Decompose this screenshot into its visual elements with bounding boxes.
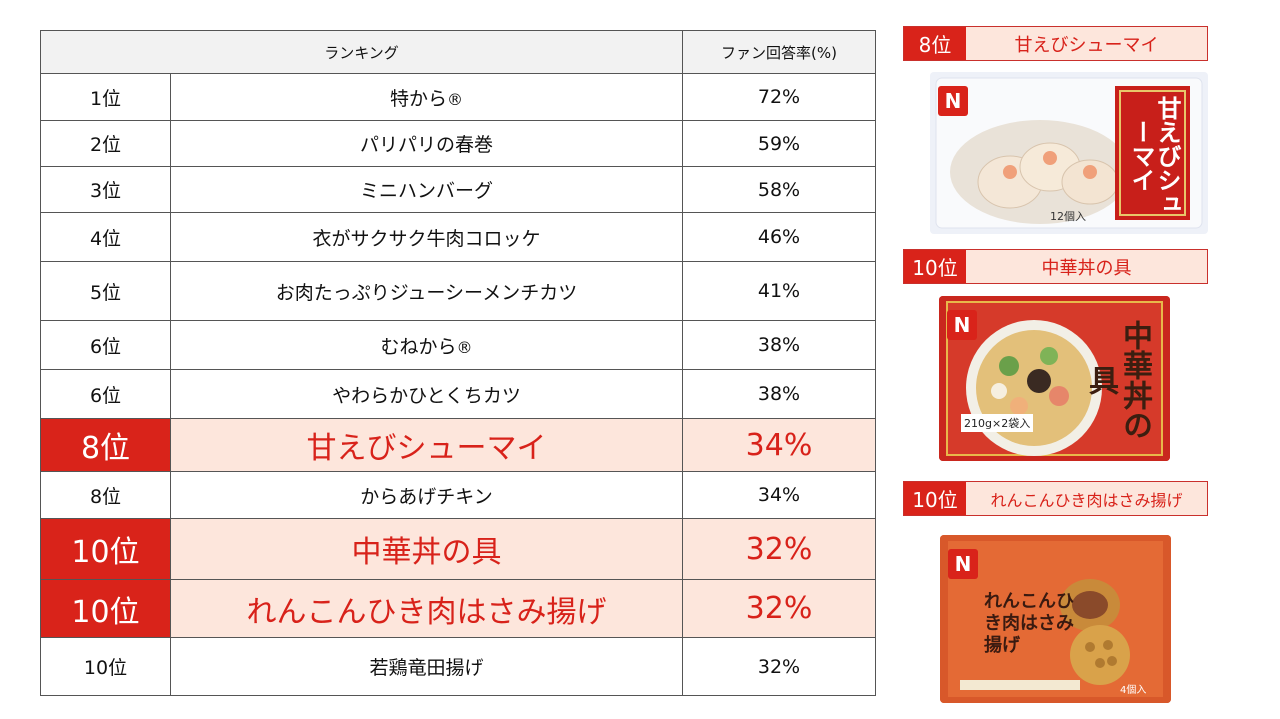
product-name: 特から bbox=[389, 87, 447, 110]
product-name-cell: 衣がサクサク牛肉コロッケ bbox=[170, 212, 683, 262]
table-row-highlighted: 10位 れんこんひき肉はさみ揚げ 32% bbox=[40, 579, 876, 638]
chukadon-package-art bbox=[939, 296, 1170, 461]
rate-cell: 46% bbox=[682, 212, 876, 262]
ranking-table: ランキング ファン回答率(%) 1位 特から® 72% 2位 パリパリの春巻 5… bbox=[40, 30, 876, 696]
package-image-renkon: N れんこんひき肉はさみ揚げ 4個入 bbox=[940, 535, 1171, 703]
rank-cell: 2位 bbox=[40, 120, 171, 167]
table-row: 2位 パリパリの春巻 59% bbox=[40, 120, 876, 167]
product-name-cell: やわらかひとくちカツ bbox=[170, 369, 683, 419]
rank-cell: 10位 bbox=[40, 579, 171, 638]
chukadon-package-weight: 210g×2袋入 bbox=[961, 414, 1034, 432]
product-name-cell: むねから® bbox=[170, 320, 683, 370]
rank-cell: 8位 bbox=[40, 471, 171, 519]
product-name-cell: 中華丼の具 bbox=[170, 518, 683, 580]
product-name-cell: れんこんひき肉はさみ揚げ bbox=[170, 579, 683, 638]
table-header-row: ランキング ファン回答率(%) bbox=[40, 30, 876, 74]
shumai-package-title: 甘えびシューマイ bbox=[1127, 96, 1181, 216]
side-product-name: 甘えびシューマイ bbox=[966, 27, 1207, 60]
rate-cell: 34% bbox=[682, 471, 876, 519]
side-label-renkon: 10位 れんこんひき肉はさみ揚げ bbox=[903, 481, 1208, 516]
table-row: 5位 お肉たっぷりジューシーメンチカツ 41% bbox=[40, 261, 876, 321]
table-row: 1位 特から® 72% bbox=[40, 73, 876, 121]
product-name-cell: ミニハンバーグ bbox=[170, 166, 683, 213]
side-label-shumai: 8位 甘えびシューマイ bbox=[903, 26, 1208, 61]
registered-mark: ® bbox=[456, 337, 473, 357]
rate-cell: 41% bbox=[682, 261, 876, 321]
product-name-cell: 特から® bbox=[170, 73, 683, 121]
side-product-name: れんこんひき肉はさみ揚げ bbox=[966, 482, 1207, 515]
product-name: むねから bbox=[380, 335, 457, 358]
brand-logo-icon: N bbox=[947, 310, 977, 340]
rank-cell: 10位 bbox=[40, 637, 171, 696]
renkon-package-title: れんこんひき肉はさみ揚げ bbox=[984, 591, 1074, 656]
table-row-highlighted: 8位 甘えびシューマイ 34% bbox=[40, 418, 876, 472]
table-row: 8位 からあげチキン 34% bbox=[40, 471, 876, 519]
rank-cell: 1位 bbox=[40, 73, 171, 121]
rate-cell: 38% bbox=[682, 369, 876, 419]
header-ranking: ランキング bbox=[40, 30, 683, 74]
table-row: 6位 むねから® 38% bbox=[40, 320, 876, 370]
rank-cell: 4位 bbox=[40, 212, 171, 262]
rate-cell: 32% bbox=[682, 579, 876, 638]
shumai-package-count: 12個入 bbox=[1050, 210, 1086, 223]
table-row: 6位 やわらかひとくちカツ 38% bbox=[40, 369, 876, 419]
table-row: 4位 衣がサクサク牛肉コロッケ 46% bbox=[40, 212, 876, 262]
rate-cell: 58% bbox=[682, 166, 876, 213]
product-name-cell: 甘えびシューマイ bbox=[170, 418, 683, 472]
side-rank: 10位 bbox=[904, 250, 966, 283]
rank-cell: 5位 bbox=[40, 261, 171, 321]
rank-cell: 6位 bbox=[40, 320, 171, 370]
table-row-highlighted: 10位 中華丼の具 32% bbox=[40, 518, 876, 580]
side-rank: 8位 bbox=[904, 27, 966, 60]
rate-cell: 59% bbox=[682, 120, 876, 167]
renkon-package-count: 4個入 bbox=[1120, 685, 1147, 696]
header-fan-rate: ファン回答率(%) bbox=[682, 30, 876, 74]
rate-cell: 34% bbox=[682, 418, 876, 472]
chukadon-package-title: 中華丼の具 bbox=[1083, 320, 1152, 440]
product-name-cell: 若鶏竜田揚げ bbox=[170, 637, 683, 696]
product-name-cell: お肉たっぷりジューシーメンチカツ bbox=[170, 261, 683, 321]
rate-cell: 72% bbox=[682, 73, 876, 121]
table-row: 10位 若鶏竜田揚げ 32% bbox=[40, 637, 876, 696]
brand-logo-icon: N bbox=[948, 549, 978, 579]
rate-cell: 38% bbox=[682, 320, 876, 370]
package-image-chukadon: N 中華丼の具 210g×2袋入 bbox=[939, 296, 1170, 461]
brand-logo-icon: N bbox=[938, 86, 968, 116]
side-product-name: 中華丼の具 bbox=[966, 250, 1207, 283]
renkon-package-art bbox=[940, 535, 1171, 703]
shumai-package-art bbox=[930, 72, 1208, 234]
package-image-shumai: N 甘えびシューマイ 12個入 bbox=[930, 72, 1208, 234]
table-row: 3位 ミニハンバーグ 58% bbox=[40, 166, 876, 213]
side-rank: 10位 bbox=[904, 482, 966, 515]
side-label-chukadon: 10位 中華丼の具 bbox=[903, 249, 1208, 284]
rank-cell: 8位 bbox=[40, 418, 171, 472]
product-name-cell: からあげチキン bbox=[170, 471, 683, 519]
registered-mark: ® bbox=[447, 89, 463, 109]
rate-cell: 32% bbox=[682, 637, 876, 696]
product-name-cell: パリパリの春巻 bbox=[170, 120, 683, 167]
rank-cell: 6位 bbox=[40, 369, 171, 419]
rank-cell: 10位 bbox=[40, 518, 171, 580]
rank-cell: 3位 bbox=[40, 166, 171, 213]
rate-cell: 32% bbox=[682, 518, 876, 580]
